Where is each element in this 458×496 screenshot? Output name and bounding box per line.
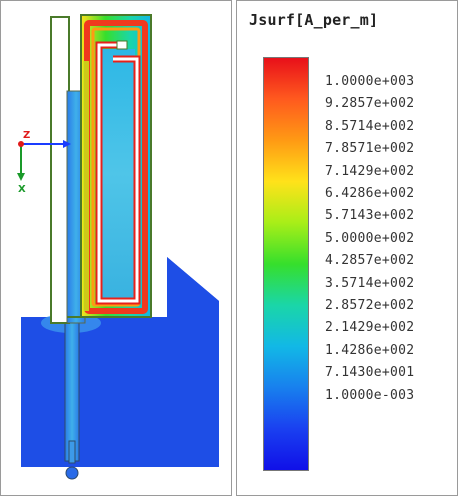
arm-edge-band <box>83 61 89 311</box>
ground-plane-step <box>167 257 219 317</box>
color-legend: Jsurf[A_per_m] 1.0000e+003 9.2857e+002 8.5… <box>236 0 458 496</box>
axis-triad: Z X <box>17 130 71 195</box>
legend-tick-label: 1.4286e+002 <box>325 342 415 358</box>
legend-tick-label: 7.8571e+002 <box>325 141 415 157</box>
antenna-current-plot: Z X <box>17 14 219 480</box>
left-strip <box>50 16 70 324</box>
legend-tick-label: 8.5714e+002 <box>325 118 415 134</box>
z-axis-dot <box>18 141 24 147</box>
y-axis-arrow <box>63 140 71 148</box>
legend-tick-label: 2.1429e+002 <box>325 320 415 336</box>
meander-slot-core <box>97 43 139 303</box>
legend-tick-label: 1.0000e-003 <box>325 387 415 403</box>
legend-tick-label: 1.0000e+003 <box>325 74 415 89</box>
inner-region <box>99 49 135 299</box>
feed-line <box>64 320 80 462</box>
legend-tick-label: 9.2857e+002 <box>325 96 415 112</box>
legend-title: Jsurf[A_per_m] <box>249 11 379 29</box>
feed-line-narrow <box>68 440 76 464</box>
legend-tick-label: 6.4286e+002 <box>325 186 415 201</box>
feed-port <box>65 466 79 480</box>
x-axis-label: X <box>18 184 26 195</box>
color-scale-bar <box>263 57 309 471</box>
legend-tick-label: 4.2857e+002 <box>325 253 415 269</box>
slot-tip <box>116 40 128 50</box>
legend-tick-label: 5.0000e+002 <box>325 230 415 246</box>
legend-tick-label: 7.1429e+002 <box>325 163 415 179</box>
legend-tick-label: 5.7143e+002 <box>325 208 415 224</box>
x-axis-arrow <box>17 173 25 181</box>
current-distribution-view: Z X <box>0 0 232 496</box>
z-axis-label: Z <box>23 130 30 141</box>
legend-tick-label: 7.1430e+001 <box>325 365 415 381</box>
legend-tick-label: 2.8572e+002 <box>325 298 415 313</box>
legend-tick-label: 3.5714e+002 <box>325 275 415 291</box>
ground-plane-body <box>21 317 219 467</box>
